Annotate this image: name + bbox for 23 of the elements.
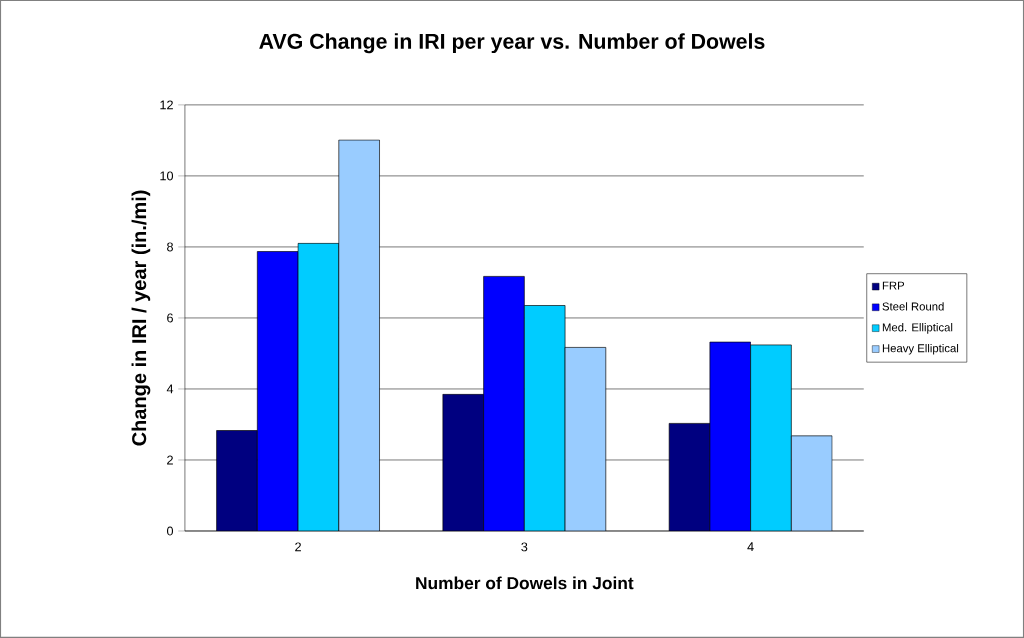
y-tick-label: 10 (160, 171, 174, 181)
legend-label: FRP (882, 281, 905, 290)
y-tick-label: 8 (167, 242, 173, 252)
bar (256, 251, 299, 532)
bar (564, 347, 607, 532)
legend-label: Heavy Elliptical (882, 343, 959, 355)
y-tick-label: 6 (167, 313, 173, 323)
legend-label: Med. Elliptical (882, 323, 953, 334)
x-tick-label: 3 (521, 542, 528, 552)
chart-title: AVG Change in IRI per year vs. Number of Dowels (259, 33, 765, 54)
bar (709, 341, 751, 532)
x-axis-title: Number of Dowels in Joint (416, 576, 634, 590)
bar (791, 435, 833, 532)
y-tick-label: 4 (166, 384, 174, 394)
legend-label: Steel Round (882, 302, 944, 311)
bar (483, 276, 525, 532)
y-tick-label: 12 (160, 100, 173, 110)
bar (338, 139, 380, 532)
x-tick-label: 2 (295, 542, 301, 552)
x-tick-label: 4 (747, 542, 754, 552)
y-tick-label: 2 (167, 455, 173, 465)
y-tick-label: 0 (166, 526, 174, 536)
y-axis-title: Change in IRI / year (in./mi) (131, 190, 151, 446)
